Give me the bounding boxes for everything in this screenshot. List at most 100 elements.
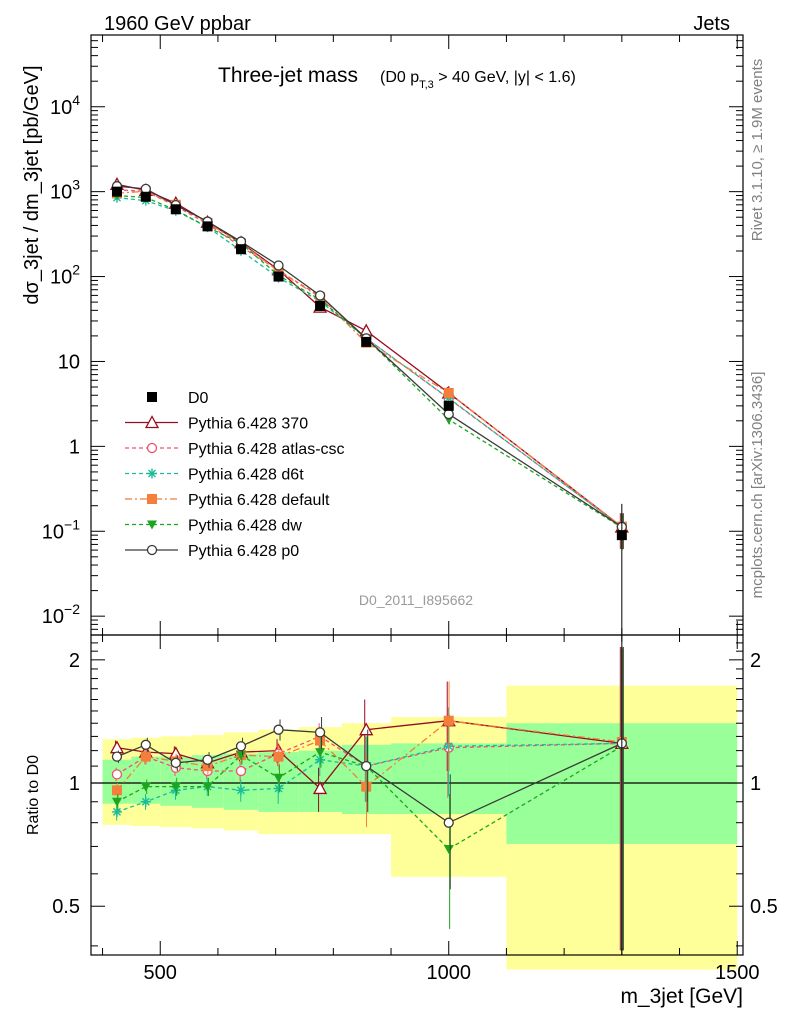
data-point	[202, 754, 213, 765]
data-point	[361, 760, 372, 772]
series-line	[116, 720, 622, 791]
ratio-tick-label-left: 0.5	[52, 896, 80, 918]
data-point	[140, 191, 151, 202]
data-point	[140, 782, 151, 792]
legend-marker	[146, 544, 158, 556]
data-point	[315, 754, 326, 765]
data-point	[359, 722, 374, 736]
watermark: D0_2011_I895662	[359, 592, 473, 608]
data-point	[235, 741, 247, 752]
legend: D0 Pythia 6.428 370 Pythia 6.428 atlas-csc…	[125, 390, 345, 560]
legend-entry: Pythia 6.428 d6t	[125, 467, 304, 484]
data-point	[312, 781, 328, 795]
legend-label: Pythia 6.428 d6t	[188, 467, 304, 484]
series-line	[116, 735, 622, 775]
data-point	[140, 796, 151, 807]
series-data	[111, 186, 627, 635]
data-point	[443, 844, 454, 854]
data-point	[361, 781, 372, 792]
data-point	[273, 724, 284, 735]
data-point	[315, 748, 326, 758]
data-point	[443, 408, 454, 420]
series-line	[116, 729, 623, 824]
main-panel: 10−2 10−1 1 10 102 103 104 Three-jet mass (D0 …	[42, 34, 744, 636]
y-tick-label: 1	[69, 436, 80, 458]
data-point	[111, 186, 122, 197]
legend-label: Pythia 6.428 atlas-csc	[188, 441, 345, 458]
legend-label: Pythia 6.428 default	[188, 492, 330, 509]
series-line	[116, 720, 622, 790]
series-line	[116, 194, 623, 529]
data-point	[140, 739, 151, 750]
ratio-tick-label-left: 2	[69, 650, 80, 672]
data-point	[443, 387, 454, 398]
series-line	[116, 185, 623, 528]
data-point	[111, 806, 122, 817]
legend-marker	[146, 442, 158, 454]
data-point	[236, 785, 247, 796]
data-point	[236, 751, 247, 761]
data-point	[170, 204, 181, 215]
data-point	[443, 817, 454, 828]
header-right: Jets	[693, 13, 730, 35]
legend-label: D0	[188, 390, 209, 407]
ratio-frame	[90, 634, 744, 956]
data-point	[140, 751, 151, 762]
legend-label: Pythia 6.428 p0	[188, 543, 299, 560]
y-tick-label: 104	[50, 92, 80, 119]
data-point	[111, 769, 123, 780]
legend-label: Pythia 6.428 dw	[188, 518, 302, 535]
data-point	[111, 797, 122, 807]
chart-title: Three-jet mass	[218, 64, 358, 87]
ratio-tick-label-right: 1	[750, 773, 761, 795]
legend-entry: Pythia 6.428 p0	[125, 543, 299, 560]
legend-label: Pythia 6.428 370	[188, 416, 308, 433]
ratio-tick-label-right: 2	[750, 650, 761, 672]
y-tick-label: 102	[50, 262, 80, 289]
data-point	[202, 221, 213, 232]
data-point	[111, 751, 123, 762]
data-point	[314, 727, 326, 738]
series-line	[116, 196, 623, 528]
x-axis-label: m_3jet [GeV]	[620, 985, 743, 1008]
legend-marker	[147, 392, 157, 402]
legend-marker	[147, 520, 157, 530]
ratio-panel: 0.5 0.5 1 1 2 2 500 1000 1500	[52, 35, 778, 984]
legend-entry: Pythia 6.428 default	[125, 492, 330, 509]
data-point	[315, 735, 326, 746]
data-point	[273, 751, 284, 762]
y-tick-label: 103	[50, 177, 80, 204]
series-line	[116, 742, 622, 813]
ratio-tick-label-left: 1	[69, 773, 80, 795]
rivet-label: Rivet 3.1.10, ≥ 1.9M events	[749, 59, 766, 242]
y-tick-label: 10	[58, 351, 80, 373]
legend-entry: Pythia 6.428 dw	[125, 518, 302, 535]
y-tick-label: 10−1	[42, 516, 80, 543]
y-tick-label: 10−2	[42, 601, 80, 628]
data-point	[443, 715, 454, 726]
series-line	[116, 745, 623, 850]
data-point	[273, 266, 284, 277]
ratio-axis-label: Ratio to D0	[25, 755, 42, 835]
mcplots-label: mcplots.cern.ch [arXiv:1306.3436]	[749, 372, 766, 599]
header-left: 1960 GeV ppbar	[104, 13, 251, 35]
data-point	[273, 773, 284, 783]
data-point	[170, 757, 181, 769]
legend-marker	[147, 468, 157, 479]
data-point	[273, 271, 284, 282]
data-point	[314, 290, 326, 301]
data-point	[273, 783, 284, 794]
ratio-tick-label-right: 0.5	[750, 896, 778, 918]
data-point	[361, 336, 372, 347]
data-point	[443, 400, 454, 411]
x-tick-label: 1000	[426, 962, 471, 984]
data-point	[315, 300, 326, 311]
series-line	[116, 190, 623, 528]
data-point	[202, 761, 213, 772]
y-axis-label: dσ_3jet / dm_3jet [pb/GeV]	[21, 65, 43, 304]
data-point	[236, 244, 247, 255]
series-ratio	[111, 646, 627, 951]
chart-subtitle: (D0 pT,3 > 40 GeV, |y| < 1.6)	[380, 69, 576, 91]
data-point	[235, 765, 247, 777]
